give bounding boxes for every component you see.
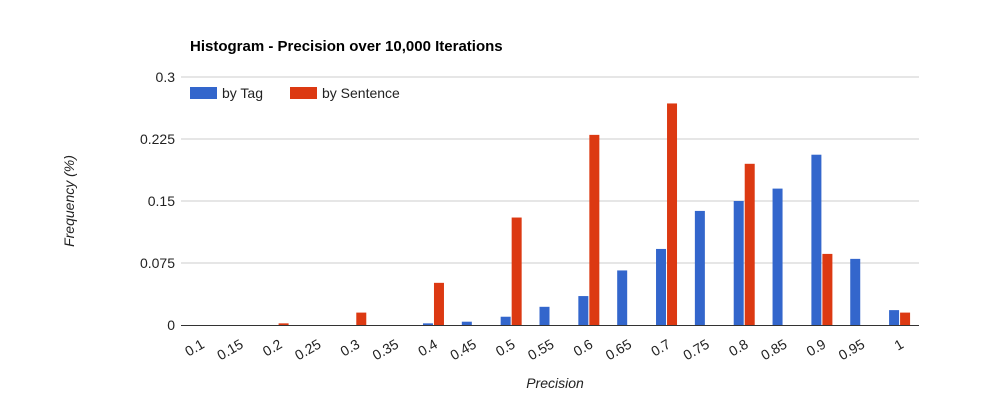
bar-by-sentence[interactable] xyxy=(822,253,833,325)
x-tick-label: 0.8 xyxy=(726,336,751,360)
x-tick-label: 0.15 xyxy=(214,336,246,364)
x-tick-label: 0.45 xyxy=(447,336,479,364)
legend-item-by-sentence[interactable]: by Sentence xyxy=(290,85,400,101)
x-tick-label: 0.25 xyxy=(292,336,324,364)
bar-by-tag[interactable] xyxy=(422,323,433,325)
legend[interactable]: by Tag by Sentence xyxy=(190,85,400,101)
x-tick-label: 0.9 xyxy=(804,336,829,360)
legend-swatch xyxy=(190,87,217,99)
y-tick-label: 0 xyxy=(167,317,175,333)
bar-by-tag[interactable] xyxy=(733,201,744,325)
bar-by-tag[interactable] xyxy=(461,321,472,325)
bar-by-sentence[interactable] xyxy=(433,282,444,325)
bar-by-tag[interactable] xyxy=(889,310,900,325)
bar-by-tag[interactable] xyxy=(656,248,667,325)
y-tick-label: 0.3 xyxy=(156,69,176,85)
chart-title: Histogram - Precision over 10,000 Iterat… xyxy=(190,38,503,55)
x-tick-label: 0.5 xyxy=(493,336,518,360)
x-tick-label: 1 xyxy=(891,336,906,354)
bar-by-sentence[interactable] xyxy=(356,312,367,325)
bar-by-tag[interactable] xyxy=(694,210,705,325)
legend-label: by Sentence xyxy=(322,85,400,101)
bar-by-tag[interactable] xyxy=(772,188,783,325)
x-tick-label: 0.2 xyxy=(260,336,285,360)
x-tick-label: 0.35 xyxy=(370,336,402,364)
y-tick-label: 0.225 xyxy=(140,131,175,147)
bar-by-sentence[interactable] xyxy=(511,217,522,325)
bar-by-sentence[interactable] xyxy=(744,163,755,325)
x-tick-label: 0.1 xyxy=(182,336,207,360)
x-tick-label: 0.65 xyxy=(603,336,635,364)
x-tick-label: 0.3 xyxy=(337,336,362,360)
legend-label: by Tag xyxy=(222,85,263,101)
y-axis-ticks: 0 0.075 0.15 0.225 0.3 xyxy=(140,69,175,333)
x-tick-label: 0.55 xyxy=(525,336,557,364)
x-tick-label: 0.75 xyxy=(680,336,712,364)
bars xyxy=(278,103,911,325)
bar-by-tag[interactable] xyxy=(617,270,628,325)
y-axis-label: Frequency (%) xyxy=(61,155,77,247)
bar-by-tag[interactable] xyxy=(578,296,589,325)
gridlines xyxy=(181,76,919,264)
x-tick-label: 0.95 xyxy=(836,336,868,364)
y-tick-label: 0.15 xyxy=(148,193,175,209)
legend-swatch xyxy=(290,87,317,99)
bar-by-tag[interactable] xyxy=(500,316,511,325)
y-tick-label: 0.075 xyxy=(140,255,175,271)
x-axis-ticks: 0.1 0.15 0.2 0.25 0.3 0.35 0.4 0.45 0.5 0.55 0.6 0.… xyxy=(182,336,906,364)
bar-by-tag[interactable] xyxy=(850,258,861,325)
x-tick-label: 0.7 xyxy=(648,336,673,360)
legend-item-by-tag[interactable]: by Tag xyxy=(190,85,263,101)
bar-by-sentence[interactable] xyxy=(589,134,600,325)
x-tick-label: 0.6 xyxy=(570,336,595,360)
x-tick-label: 0.4 xyxy=(415,336,440,360)
bar-by-tag[interactable] xyxy=(539,306,550,325)
bar-by-tag[interactable] xyxy=(811,154,822,325)
bar-by-sentence[interactable] xyxy=(900,312,911,325)
x-tick-label: 0.85 xyxy=(758,336,790,364)
x-axis-label: Precision xyxy=(526,375,584,391)
bar-by-sentence[interactable] xyxy=(278,323,289,325)
bar-by-sentence[interactable] xyxy=(667,103,678,325)
